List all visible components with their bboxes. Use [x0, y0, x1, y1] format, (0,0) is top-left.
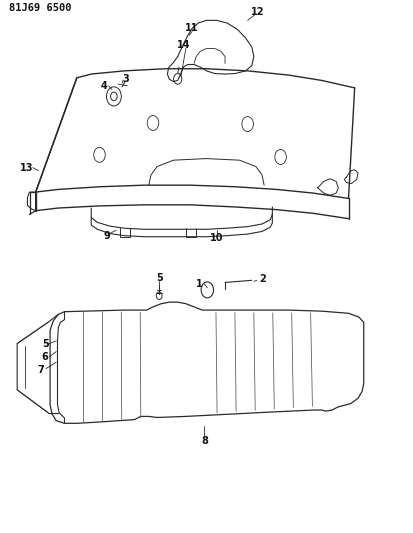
Text: 10: 10: [210, 233, 223, 244]
Text: 2: 2: [259, 274, 266, 284]
Text: 3: 3: [123, 74, 130, 84]
Text: 4: 4: [100, 81, 107, 91]
Text: 5: 5: [156, 273, 163, 283]
Text: 11: 11: [185, 23, 199, 34]
Text: 5: 5: [42, 338, 48, 349]
Text: 12: 12: [251, 7, 265, 18]
Text: 81J69 6500: 81J69 6500: [9, 3, 71, 13]
Text: 9: 9: [103, 231, 110, 241]
Text: 13: 13: [19, 163, 33, 173]
Text: 14: 14: [177, 40, 191, 50]
Text: 7: 7: [38, 365, 45, 375]
Text: 8: 8: [201, 436, 208, 446]
Text: 1: 1: [196, 279, 202, 288]
Text: 6: 6: [42, 352, 48, 362]
